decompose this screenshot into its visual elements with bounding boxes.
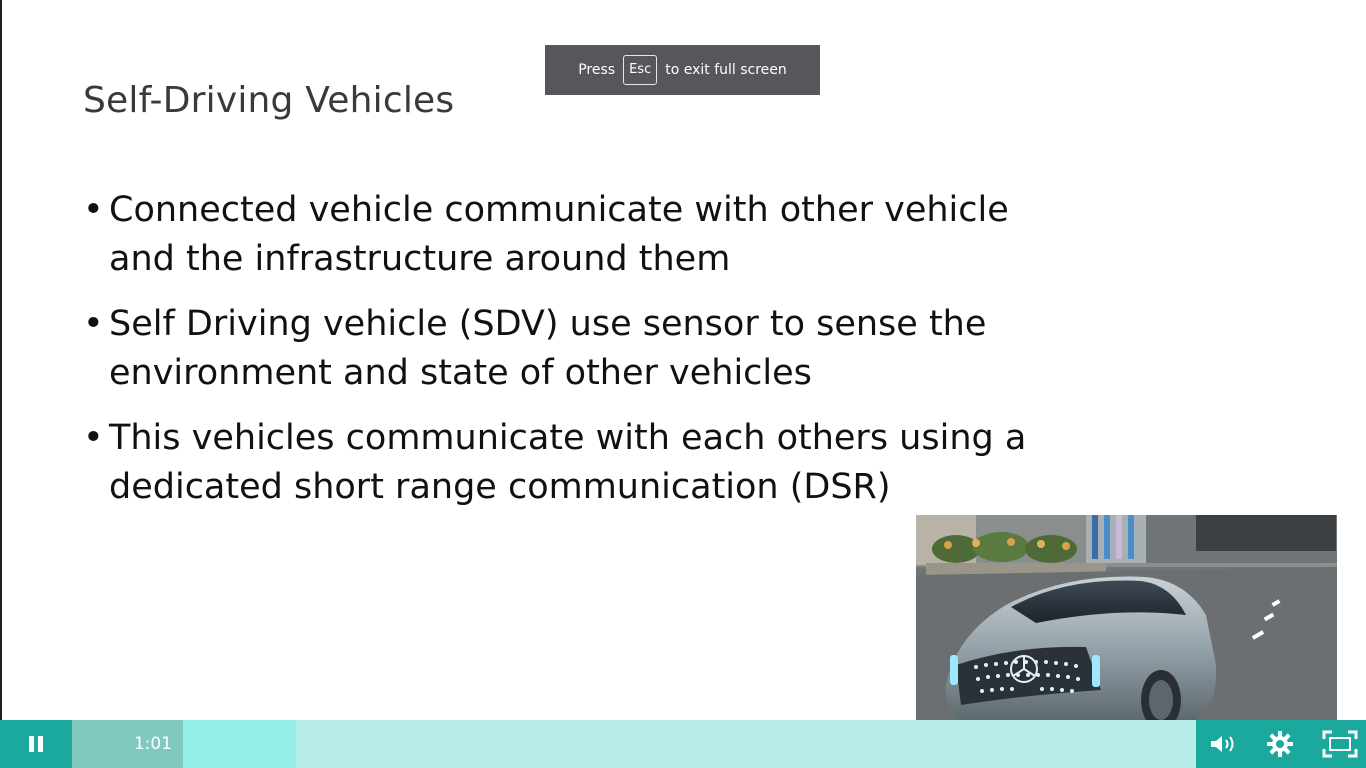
progress-played[interactable]: 1:01	[72, 720, 183, 768]
pause-icon	[29, 736, 43, 752]
bullet-text: Self Driving vehicle (SDV) use sensor to…	[109, 304, 987, 393]
presentation-slide: Self-Driving Vehicles • Connected vehicl…	[83, 80, 1043, 528]
exit-fullscreen-icon	[1322, 730, 1358, 758]
bullet-dot: •	[83, 304, 104, 344]
bullet-list: • Connected vehicle communicate with oth…	[83, 186, 1043, 528]
bullet-item: • Connected vehicle communicate with oth…	[83, 186, 1043, 284]
bullet-item: • Self Driving vehicle (SDV) use sensor …	[83, 300, 1043, 398]
play-pause-button[interactable]	[0, 720, 72, 768]
bullet-item: • This vehicles communicate with each ot…	[83, 414, 1043, 512]
gear-icon	[1267, 731, 1293, 757]
bullet-dot: •	[83, 190, 104, 230]
slide-title: Self-Driving Vehicles	[83, 80, 455, 121]
player-control-bar: 1:01	[0, 720, 1366, 768]
fullscreen-exit-notice: Press Esc to exit full screen	[545, 45, 820, 95]
current-time: 1:01	[133, 734, 172, 754]
concept-car-image	[916, 515, 1337, 751]
bullet-text: Connected vehicle communicate with other…	[109, 190, 1009, 279]
presenter-video-overlay	[916, 515, 1337, 751]
settings-button[interactable]	[1260, 720, 1300, 768]
progress-buffered[interactable]	[183, 720, 296, 768]
left-border	[0, 0, 2, 720]
notice-suffix: to exit full screen	[665, 62, 787, 78]
exit-fullscreen-button[interactable]	[1318, 720, 1362, 768]
notice-prefix: Press	[578, 62, 616, 78]
bullet-dot: •	[83, 418, 104, 458]
bullet-text: This vehicles communicate with each othe…	[109, 418, 1027, 507]
right-control-group	[1196, 720, 1366, 768]
volume-icon	[1211, 736, 1234, 752]
volume-button[interactable]	[1204, 720, 1244, 768]
esc-key-hint: Esc	[623, 55, 658, 85]
